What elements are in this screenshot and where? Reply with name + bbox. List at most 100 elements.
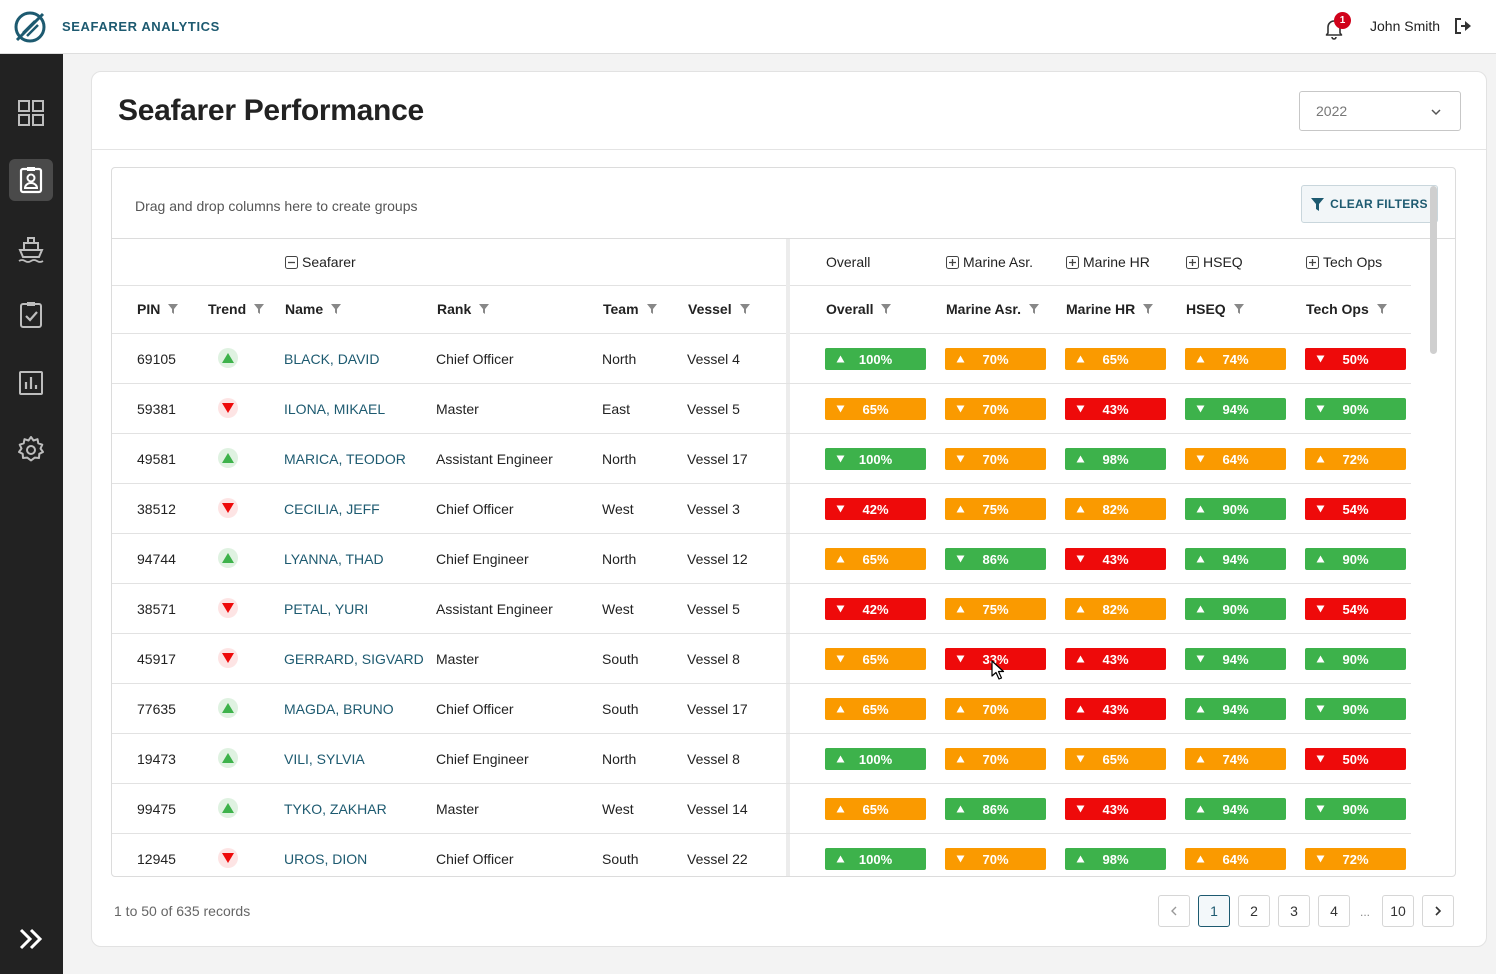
group-header-tech-ops[interactable]: Tech Ops [1306, 254, 1382, 270]
table-row[interactable]: 45917 GERRARD, SIGVARD Master South Vessel 8… [112, 634, 1411, 684]
clear-filters-button[interactable]: CLEAR FILTERS [1301, 185, 1438, 223]
table-row[interactable]: 77635 MAGDA, BRUNO Chief Officer South Vesse… [112, 684, 1411, 734]
table-row[interactable]: 49581 MARICA, TEODOR Assistant Engineer Nor… [112, 434, 1411, 484]
double-chevron-right-icon[interactable] [16, 926, 46, 952]
arrow-up-icon [1316, 655, 1325, 663]
cell-name-link[interactable]: MAGDA, BRUNO [284, 701, 394, 717]
arrow-down-icon [1196, 655, 1205, 663]
logout-icon[interactable] [1453, 16, 1473, 36]
bar-chart-icon [19, 371, 43, 395]
score-value: 43% [1102, 551, 1129, 567]
trend-indicator [218, 548, 238, 568]
cell-vessel: Vessel 17 [687, 451, 748, 467]
column-header-pin[interactable]: PIN [137, 301, 179, 317]
logo-icon[interactable] [13, 10, 47, 44]
table-row[interactable]: 69105 BLACK, DAVID Chief Officer North Vesse… [112, 334, 1411, 384]
pager-next-button[interactable] [1422, 895, 1454, 927]
column-header-rank[interactable]: Rank [437, 301, 490, 317]
filter-icon[interactable] [739, 304, 750, 314]
trend-indicator [218, 798, 238, 818]
column-header-overall[interactable]: Overall [826, 301, 892, 317]
score-badge: 54% [1305, 498, 1406, 520]
sidebar-item-reports[interactable] [9, 362, 53, 404]
expand-icon[interactable] [1066, 255, 1079, 269]
cell-name-link[interactable]: BLACK, DAVID [284, 351, 380, 367]
group-header-seafarer[interactable]: Seafarer [285, 254, 356, 270]
cell-name-link[interactable]: PETAL, YURI [284, 601, 369, 617]
table-row[interactable]: 38512 CECILIA, JEFF Chief Officer West Vesse… [112, 484, 1411, 534]
arrow-up-icon [1196, 855, 1205, 863]
cell-name-link[interactable]: TYKO, ZAKHAR [284, 801, 387, 817]
pager-prev-button[interactable] [1158, 895, 1190, 927]
filter-icon[interactable] [168, 304, 179, 314]
table-row[interactable]: 38571 PETAL, YURI Assistant Engineer West Ve… [112, 584, 1411, 634]
score-badge: 82% [1065, 498, 1166, 520]
cell-name-link[interactable]: LYANNA, THAD [284, 551, 384, 567]
user-name[interactable]: John Smith [1370, 18, 1441, 34]
table-row[interactable]: 12945 UROS, DION Chief Officer South Vessel … [112, 834, 1411, 876]
filter-icon[interactable] [1028, 304, 1039, 314]
pinned-columns-divider[interactable] [786, 239, 790, 876]
sidebar-item-seafarer[interactable] [9, 159, 53, 201]
arrow-up-icon [956, 355, 965, 363]
group-header-marine-asr[interactable]: Marine Asr. [946, 254, 1033, 270]
expand-icon[interactable] [1186, 255, 1199, 269]
row-divider [112, 783, 1411, 784]
column-header-marine-hr[interactable]: Marine HR [1066, 301, 1154, 317]
row-divider [112, 833, 1411, 834]
group-header-marine-hr[interactable]: Marine HR [1066, 254, 1150, 270]
filter-icon[interactable] [881, 304, 892, 314]
pager-page-2[interactable]: 2 [1238, 895, 1270, 927]
pager-page-1[interactable]: 1 [1198, 895, 1230, 927]
table-row[interactable]: 99475 TYKO, ZAKHAR Master West Vessel 14 65% 8… [112, 784, 1411, 834]
pager-page-10[interactable]: 10 [1382, 895, 1414, 927]
arrow-up-icon [1076, 355, 1085, 363]
score-badge: 65% [1065, 348, 1166, 370]
pager-page-4[interactable]: 4 [1318, 895, 1350, 927]
sidebar-item-settings[interactable] [9, 429, 53, 471]
column-header-trend[interactable]: Trend [208, 301, 265, 317]
score-value: 90% [1342, 551, 1369, 567]
cell-vessel: Vessel 14 [687, 801, 748, 817]
cell-team: South [602, 701, 639, 717]
collapse-icon[interactable] [285, 255, 298, 269]
expand-icon[interactable] [1306, 255, 1319, 269]
filter-icon[interactable] [479, 304, 490, 314]
pager-page-3[interactable]: 3 [1278, 895, 1310, 927]
column-header-hseq[interactable]: HSEQ [1186, 301, 1244, 317]
sidebar-item-dashboard[interactable] [9, 92, 53, 134]
year-select[interactable]: 2022 [1299, 91, 1461, 131]
vertical-scrollbar[interactable] [1430, 186, 1437, 354]
column-header-vessel[interactable]: Vessel [688, 301, 750, 317]
column-header-name[interactable]: Name [285, 301, 342, 317]
trend-up-icon [222, 803, 234, 813]
expand-icon[interactable] [946, 255, 959, 269]
filter-icon[interactable] [331, 304, 342, 314]
filter-icon[interactable] [254, 304, 265, 314]
score-value: 94% [1222, 701, 1249, 717]
column-header-marine-asr[interactable]: Marine Asr. [946, 301, 1039, 317]
sidebar-item-tasks[interactable] [9, 294, 53, 336]
cell-name-link[interactable]: CECILIA, JEFF [284, 501, 380, 517]
column-header-team[interactable]: Team [603, 301, 657, 317]
cell-name-link[interactable]: GERRARD, SIGVARD [284, 651, 424, 667]
table-row[interactable]: 19473 VILI, SYLVIA Chief Engineer North Vess… [112, 734, 1411, 784]
score-badge: 65% [825, 548, 926, 570]
filter-icon[interactable] [1376, 304, 1387, 314]
arrow-down-icon [1196, 455, 1205, 463]
cell-name-link[interactable]: VILI, SYLVIA [284, 751, 365, 767]
filter-icon[interactable] [1143, 304, 1154, 314]
group-panel[interactable]: Drag and drop columns here to create gro… [112, 168, 1455, 239]
filter-icon[interactable] [646, 304, 657, 314]
cell-name-link[interactable]: MARICA, TEODOR [284, 451, 406, 467]
table-row[interactable]: 59381 ILONA, MIKAEL Master East Vessel 5 65% 7… [112, 384, 1411, 434]
filter-icon[interactable] [1233, 304, 1244, 314]
table-row[interactable]: 94744 LYANNA, THAD Chief Engineer North Vess… [112, 534, 1411, 584]
cell-name-link[interactable]: UROS, DION [284, 851, 368, 867]
arrow-up-icon [956, 505, 965, 513]
cell-name-link[interactable]: ILONA, MIKAEL [284, 401, 386, 417]
sidebar-item-vessels[interactable] [9, 227, 53, 269]
column-header-tech-ops[interactable]: Tech Ops [1306, 301, 1387, 317]
score-value: 82% [1102, 501, 1129, 517]
group-header-hseq[interactable]: HSEQ [1186, 254, 1243, 270]
